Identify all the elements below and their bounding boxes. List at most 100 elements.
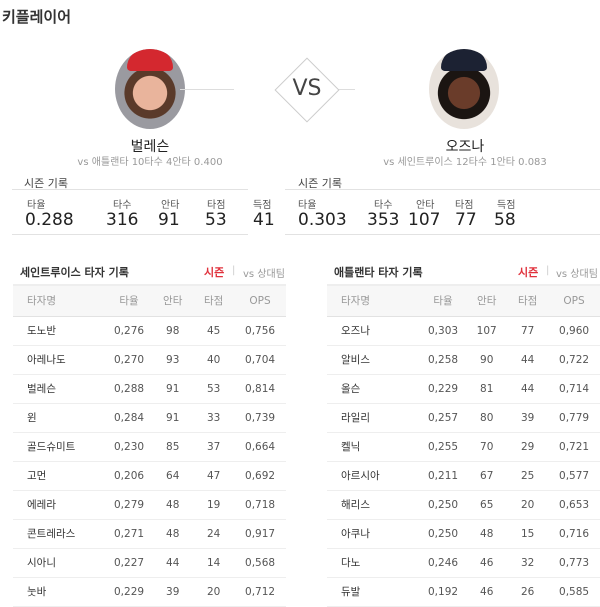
table-cell: 67	[466, 461, 508, 491]
table-cell: 24	[193, 519, 235, 549]
batter-name[interactable]: 다노	[327, 548, 420, 578]
tab-separator: |	[232, 265, 236, 276]
stat-label: 타점	[207, 200, 226, 211]
divider	[12, 189, 248, 190]
table-row[interactable]: 윈 0,284 91 33 0,739	[13, 403, 286, 433]
table-row[interactable]: 에레라 0,279 48 19 0,718	[13, 490, 286, 520]
divider	[12, 234, 248, 235]
player-photo-left[interactable]	[115, 49, 185, 129]
table-cell: 85	[152, 432, 194, 462]
column-header: 안타	[152, 284, 194, 317]
table-cell: 45	[193, 316, 235, 346]
table-row[interactable]: 벌레슨 0,288 91 53 0,814	[13, 374, 286, 404]
batter-name[interactable]: 에레라	[13, 490, 106, 520]
table-cell: 48	[466, 519, 508, 549]
table-cell: 0,206	[105, 461, 153, 491]
table-cell: 0,917	[234, 519, 286, 549]
table-cell: 0,779	[548, 403, 600, 433]
table-row[interactable]: 라일리 0,257 80 39 0,779	[327, 403, 600, 433]
batter-name[interactable]: 아레나도	[13, 345, 106, 375]
player-name[interactable]: 오즈나	[445, 139, 485, 155]
table-row[interactable]: 골드슈미트 0,230 85 37 0,664	[13, 432, 286, 462]
season-label: 시즌 기록	[298, 177, 342, 190]
table-title: 애틀랜타 타자 기록	[334, 266, 423, 279]
table-cell: 98	[152, 316, 194, 346]
table-header-row: 타자명 타율 안타 타점 OPS	[13, 284, 286, 317]
player-photo-right[interactable]	[429, 49, 499, 129]
table-row[interactable]: 알비스 0,258 90 44 0,722	[327, 345, 600, 375]
batter-name[interactable]: 오즈나	[327, 316, 420, 346]
stat-value: 0.303	[298, 210, 347, 230]
cap-image	[127, 49, 173, 71]
stat-value: 58	[494, 210, 516, 230]
table-cell: 44	[507, 345, 549, 375]
batter-name[interactable]: 윈	[13, 403, 106, 433]
batter-name[interactable]: 도노반	[13, 316, 106, 346]
batter-name[interactable]: 알비스	[327, 345, 420, 375]
batting-table-stl: 타자명 타율 안타 타점 OPS 도노반 0,276 98 45 0,756 아레나도 0,270 93…	[13, 284, 286, 607]
column-header: 안타	[466, 284, 508, 317]
stat-label: 타율	[298, 200, 317, 211]
batter-name[interactable]: 골드슈미트	[13, 432, 106, 462]
batter-name[interactable]: 아쿠나	[327, 519, 420, 549]
table-cell: 32	[507, 548, 549, 578]
batter-name[interactable]: 올슨	[327, 374, 420, 404]
table-row[interactable]: 아쿠나 0,250 48 15 0,716	[327, 519, 600, 549]
table-row[interactable]: 올슨 0,229 81 44 0,714	[327, 374, 600, 404]
batter-name[interactable]: 라일리	[327, 403, 420, 433]
batter-name[interactable]: 눗바	[13, 577, 106, 607]
table-row[interactable]: 시아니 0,227 44 14 0,568	[13, 548, 286, 578]
table-cell: 65	[466, 490, 508, 520]
tab-season[interactable]: 시즌	[518, 266, 539, 279]
table-cell: 0,230	[105, 432, 153, 462]
batter-name[interactable]: 켈닉	[327, 432, 420, 462]
batter-name[interactable]: 해리스	[327, 490, 420, 520]
batter-name[interactable]: 콘트레라스	[13, 519, 106, 549]
table-row[interactable]: 켈닉 0,255 70 29 0,721	[327, 432, 600, 462]
table-cell: 0,250	[419, 490, 467, 520]
stat-value: 316	[106, 210, 139, 230]
table-cell: 93	[152, 345, 194, 375]
stat-value: 41	[253, 210, 275, 230]
tab-vs-team[interactable]: vs 상대팀	[556, 269, 598, 280]
table-cell: 25	[507, 461, 549, 491]
table-cell: 80	[466, 403, 508, 433]
batter-name[interactable]: 시아니	[13, 548, 106, 578]
table-row[interactable]: 아레나도 0,270 93 40 0,704	[13, 345, 286, 375]
batter-name[interactable]: 고먼	[13, 461, 106, 491]
table-cell: 48	[152, 519, 194, 549]
batter-name[interactable]: 아르시아	[327, 461, 420, 491]
table-row[interactable]: 콘트레라스 0,271 48 24 0,917	[13, 519, 286, 549]
table-cell: 0,227	[105, 548, 153, 578]
table-cell: 0,229	[105, 577, 153, 607]
table-cell: 0,814	[234, 374, 286, 404]
column-header: 타점	[193, 284, 235, 317]
table-row[interactable]: 아르시아 0,211 67 25 0,577	[327, 461, 600, 491]
table-row[interactable]: 고먼 0,206 64 47 0,692	[13, 461, 286, 491]
batting-table-atl: 타자명 타율 안타 타점 OPS 오즈나 0,303 107 77 0,960 알비스 0,258 90…	[327, 284, 600, 607]
table-cell: 0,721	[548, 432, 600, 462]
table-cell: 0,714	[548, 374, 600, 404]
column-header: 타율	[419, 284, 467, 317]
table-cell: 0,271	[105, 519, 153, 549]
table-row[interactable]: 도노반 0,276 98 45 0,756	[13, 316, 286, 346]
table-cell: 0,960	[548, 316, 600, 346]
table-cell: 0,716	[548, 519, 600, 549]
batter-name[interactable]: 벌레슨	[13, 374, 106, 404]
table-row[interactable]: 다노 0,246 46 32 0,773	[327, 548, 600, 578]
table-row[interactable]: 듀발 0,192 46 26 0,585	[327, 577, 600, 607]
divider	[180, 89, 234, 90]
table-cell: 90	[466, 345, 508, 375]
tab-vs-team[interactable]: vs 상대팀	[243, 269, 285, 280]
table-row[interactable]: 해리스 0,250 65 20 0,653	[327, 490, 600, 520]
table-cell: 39	[507, 403, 549, 433]
table-cell: 47	[193, 461, 235, 491]
table-row[interactable]: 오즈나 0,303 107 77 0,960	[327, 316, 600, 346]
player-name[interactable]: 벌레슨	[130, 139, 170, 155]
stat-value: 0.288	[25, 210, 74, 230]
table-header-row: 타자명 타율 안타 타점 OPS	[327, 284, 600, 317]
tab-season[interactable]: 시즌	[204, 266, 225, 279]
table-row[interactable]: 눗바 0,229 39 20 0,712	[13, 577, 286, 607]
batter-name[interactable]: 듀발	[327, 577, 420, 607]
table-cell: 0,229	[419, 374, 467, 404]
